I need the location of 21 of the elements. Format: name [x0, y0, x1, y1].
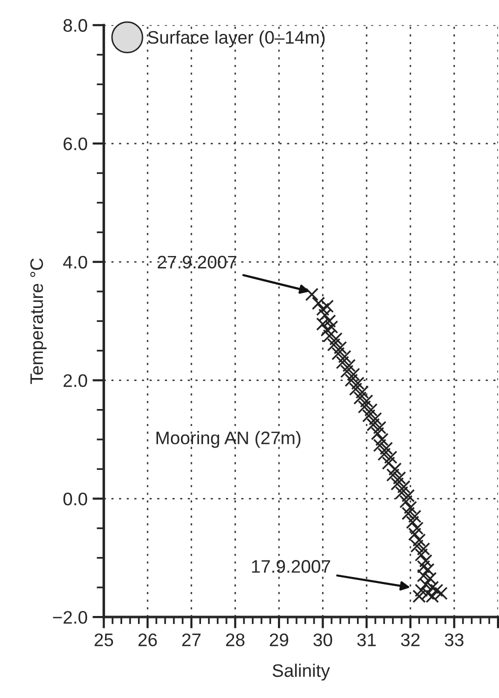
y-tick-label: 2.0 [64, 374, 88, 387]
x-tick-label: 28 [226, 633, 244, 646]
y-axis-title: Temperature °C [30, 258, 47, 384]
y-tick-label: 6.0 [64, 137, 88, 150]
x-axis-title: Salinity [272, 664, 330, 681]
x-tick-label: 25 [94, 633, 114, 646]
legend-label: Surface layer (0–14m) [148, 30, 325, 48]
annotation: Mooring AN (27m) [156, 431, 300, 448]
x-tick-label: 30 [313, 633, 332, 646]
y-tick-label: 0.0 [63, 492, 88, 506]
y-tick-label: 8.0 [64, 19, 88, 32]
y-tick-label: 4.0 [63, 256, 88, 269]
x-tick-label: 32 [401, 633, 420, 646]
y-tick-label: −2.0 [53, 610, 88, 624]
annotation: 17.9.2007 [252, 560, 330, 573]
x-tick-label: 26 [138, 633, 157, 646]
annotation: 27.9.2007 [158, 256, 236, 269]
x-tick-label: 29 [270, 633, 288, 646]
x-tick-label: 33 [444, 633, 464, 646]
x-tick-label: 27 [182, 633, 201, 646]
x-tick-label: 31 [357, 633, 376, 646]
